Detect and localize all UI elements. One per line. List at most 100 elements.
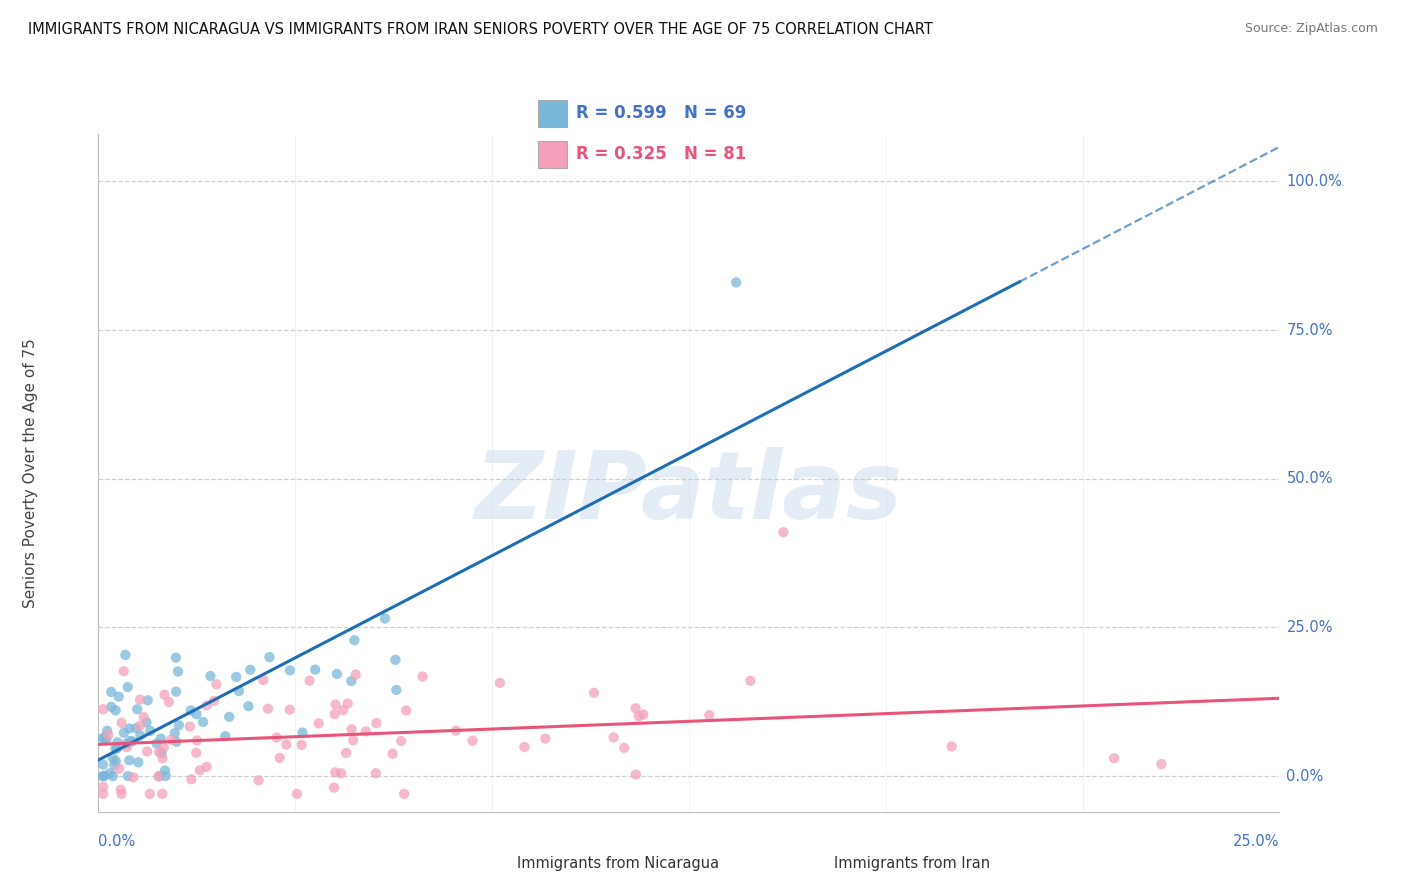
Point bbox=[395, 704, 418, 718]
Point bbox=[259, 650, 281, 665]
Point bbox=[112, 664, 135, 678]
Point bbox=[191, 714, 214, 729]
Point bbox=[91, 731, 114, 745]
Point bbox=[247, 773, 270, 788]
Text: Immigrants from Nicaragua: Immigrants from Nicaragua bbox=[517, 856, 720, 871]
Point bbox=[136, 693, 159, 707]
Point bbox=[633, 707, 655, 722]
Point bbox=[129, 728, 152, 742]
Point bbox=[323, 707, 346, 722]
Point bbox=[163, 726, 186, 740]
Point bbox=[389, 734, 412, 748]
Point bbox=[613, 740, 636, 755]
Point bbox=[157, 695, 180, 709]
Point bbox=[340, 723, 363, 737]
Text: 25.0%: 25.0% bbox=[1286, 620, 1333, 635]
Point bbox=[117, 680, 139, 694]
Point bbox=[100, 685, 122, 699]
Point bbox=[180, 703, 202, 717]
Point bbox=[91, 769, 114, 783]
Point bbox=[167, 665, 190, 679]
Point bbox=[364, 766, 387, 780]
Point bbox=[392, 787, 415, 801]
Point bbox=[298, 673, 321, 688]
Text: ZIPatlas: ZIPatlas bbox=[475, 447, 903, 539]
Point bbox=[179, 720, 201, 734]
FancyBboxPatch shape bbox=[538, 141, 567, 168]
Point bbox=[107, 690, 129, 704]
Point bbox=[150, 787, 173, 801]
Point bbox=[342, 733, 364, 747]
Point bbox=[105, 741, 128, 756]
Point bbox=[218, 710, 240, 724]
Point bbox=[278, 703, 301, 717]
Point bbox=[344, 667, 367, 681]
Point bbox=[195, 698, 218, 713]
Point bbox=[336, 697, 359, 711]
Point bbox=[122, 770, 145, 784]
Text: R = 0.599   N = 69: R = 0.599 N = 69 bbox=[576, 104, 747, 122]
Point bbox=[354, 724, 377, 739]
Point bbox=[381, 747, 404, 761]
Text: 75.0%: 75.0% bbox=[1286, 323, 1333, 337]
Point bbox=[96, 723, 118, 738]
Point bbox=[332, 703, 354, 717]
Point bbox=[285, 787, 308, 801]
Point bbox=[772, 525, 794, 540]
Point bbox=[278, 663, 301, 677]
Text: Immigrants from Iran: Immigrants from Iran bbox=[834, 856, 990, 871]
Point bbox=[412, 669, 434, 683]
Point bbox=[214, 729, 236, 743]
Point bbox=[148, 769, 170, 783]
Point bbox=[941, 739, 963, 754]
Point bbox=[153, 764, 176, 778]
Point bbox=[127, 702, 149, 716]
Point bbox=[291, 738, 314, 752]
Point bbox=[132, 710, 155, 724]
Text: 25.0%: 25.0% bbox=[1233, 834, 1279, 849]
Text: 0.0%: 0.0% bbox=[1286, 769, 1323, 783]
Point bbox=[583, 686, 606, 700]
Point bbox=[461, 733, 484, 747]
Text: IMMIGRANTS FROM NICARAGUA VS IMMIGRANTS FROM IRAN SENIORS POVERTY OVER THE AGE O: IMMIGRANTS FROM NICARAGUA VS IMMIGRANTS … bbox=[28, 22, 934, 37]
Point bbox=[110, 787, 132, 801]
Point bbox=[166, 735, 188, 749]
Point bbox=[385, 682, 408, 697]
Point bbox=[308, 716, 330, 731]
Point bbox=[326, 667, 349, 681]
Point bbox=[108, 762, 131, 776]
Point bbox=[238, 699, 260, 714]
Point bbox=[239, 663, 262, 677]
Point bbox=[153, 740, 176, 755]
Point bbox=[725, 276, 748, 290]
Point bbox=[624, 767, 647, 781]
Text: 100.0%: 100.0% bbox=[1286, 174, 1343, 189]
Point bbox=[444, 723, 467, 738]
Point bbox=[188, 764, 211, 778]
Text: Seniors Poverty Over the Age of 75: Seniors Poverty Over the Age of 75 bbox=[24, 338, 38, 607]
Point bbox=[135, 715, 157, 730]
Text: R = 0.325   N = 81: R = 0.325 N = 81 bbox=[576, 145, 747, 163]
Point bbox=[202, 694, 225, 708]
Point bbox=[129, 692, 152, 706]
Point bbox=[335, 746, 357, 760]
Point bbox=[128, 719, 150, 733]
Text: Source: ZipAtlas.com: Source: ZipAtlas.com bbox=[1244, 22, 1378, 36]
Point bbox=[118, 753, 141, 767]
Point bbox=[96, 733, 118, 747]
Point bbox=[200, 669, 222, 683]
Point bbox=[384, 653, 406, 667]
Point bbox=[186, 733, 208, 747]
Point bbox=[127, 756, 149, 770]
Point bbox=[152, 751, 174, 765]
Point bbox=[125, 721, 148, 735]
Point bbox=[340, 673, 363, 688]
Point bbox=[165, 650, 187, 665]
Point bbox=[150, 746, 173, 760]
Point bbox=[160, 732, 183, 747]
Point bbox=[114, 648, 136, 662]
Point bbox=[304, 663, 326, 677]
Point bbox=[111, 715, 134, 730]
Point bbox=[1102, 751, 1125, 765]
Point bbox=[740, 673, 762, 688]
